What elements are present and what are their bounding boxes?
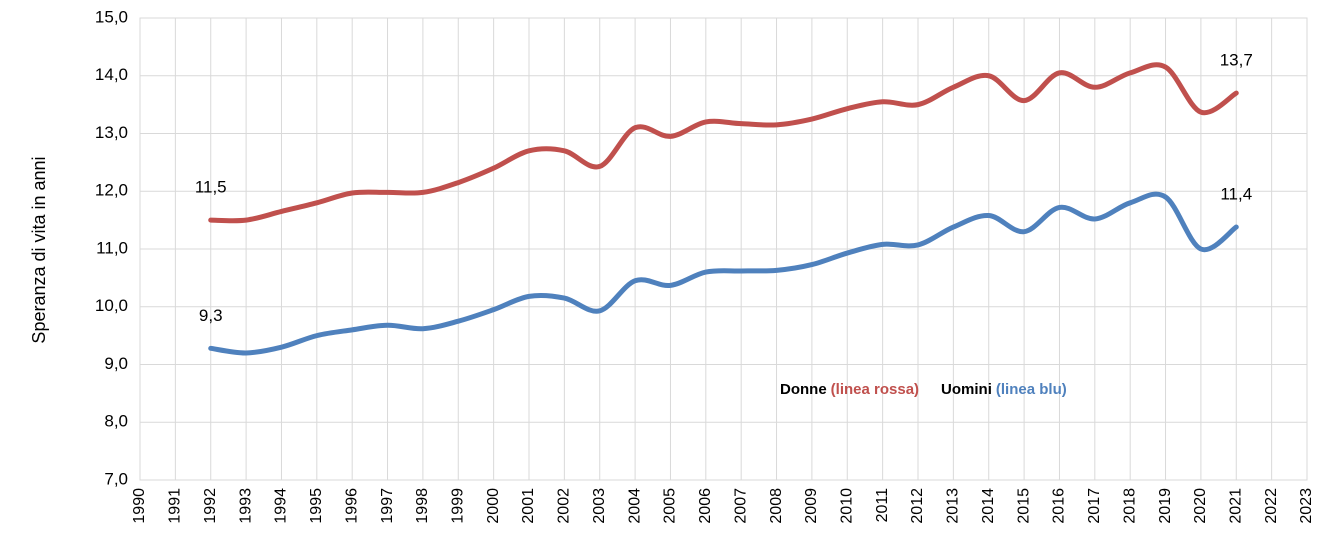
x-tick-label: 2017 [1086, 488, 1103, 524]
data-label: 13,7 [1220, 51, 1253, 70]
x-tick-label: 2008 [768, 488, 785, 524]
x-tick-label: 2011 [874, 488, 891, 523]
x-tick-label: 1991 [167, 488, 184, 524]
x-tick-label: 1997 [379, 488, 396, 524]
legend-label: Donne [780, 381, 827, 398]
y-tick-label: 14,0 [95, 65, 128, 84]
x-tick-label: 2002 [556, 488, 573, 524]
y-tick-label: 10,0 [95, 296, 128, 315]
y-axis-label: Speranza di vita in anni [29, 156, 49, 343]
x-tick-label: 1992 [202, 488, 219, 524]
y-tick-label: 7,0 [104, 469, 128, 488]
x-tick-label: 1999 [449, 488, 466, 524]
x-tick-label: 2001 [520, 488, 537, 524]
x-tick-label: 2000 [485, 488, 502, 524]
x-tick-label: 2022 [1263, 488, 1280, 524]
y-tick-label: 15,0 [95, 7, 128, 26]
y-tick-label: 13,0 [95, 123, 128, 142]
legend-note: (linea blu) [996, 381, 1067, 398]
x-tick-label: 2004 [626, 488, 643, 524]
x-tick-label: 2015 [1015, 488, 1032, 524]
data-label: 11,5 [195, 178, 227, 197]
x-tick-label: 1993 [237, 488, 254, 524]
x-tick-label: 2018 [1121, 488, 1138, 524]
y-tick-label: 12,0 [95, 181, 128, 200]
x-tick-label: 1994 [273, 488, 290, 524]
x-tick-label: 2016 [1051, 488, 1068, 524]
x-tick-label: 2014 [980, 488, 997, 524]
legend-label: Uomini [941, 381, 992, 398]
x-tick-label: 2006 [697, 488, 714, 524]
x-tick-label: 2003 [591, 488, 608, 524]
x-tick-label: 2010 [838, 488, 855, 524]
x-tick-label: 2007 [732, 488, 749, 524]
data-label: 9,3 [199, 306, 223, 325]
x-tick-label: 1998 [414, 488, 431, 524]
y-tick-label: 9,0 [104, 354, 128, 373]
x-tick-label: 2020 [1192, 488, 1209, 524]
y-tick-label: 8,0 [104, 412, 128, 431]
line [208, 62, 1239, 224]
x-tick-label: 1990 [131, 488, 148, 524]
x-tick-label: 2005 [662, 488, 679, 524]
x-tick-label: 1996 [343, 488, 360, 524]
x-tick-label: 2013 [945, 488, 962, 524]
plot-border [139, 17, 1308, 481]
data-label: 11,4 [1220, 185, 1252, 204]
x-tick-label: 2021 [1227, 488, 1244, 524]
x-tick-label: 2023 [1298, 488, 1315, 524]
x-tick-label: 2019 [1157, 488, 1174, 524]
y-tick-label: 11,0 [96, 238, 128, 257]
legend: Donne (linea rossa) Uomini (linea blu) [780, 381, 1067, 398]
line [208, 191, 1239, 356]
x-tick-label: 2009 [803, 488, 820, 524]
legend-note: (linea rossa) [831, 381, 919, 398]
x-tick-label: 1995 [308, 488, 325, 524]
x-tick-label: 2012 [909, 488, 926, 524]
